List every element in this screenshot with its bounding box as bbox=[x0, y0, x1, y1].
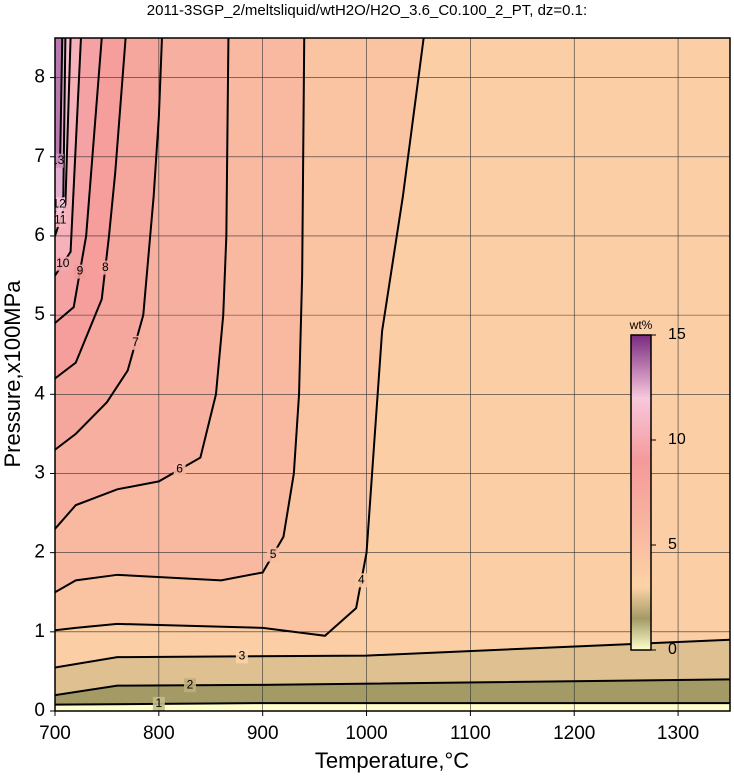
contour-label: 2 bbox=[187, 677, 194, 691]
y-tick-label: 7 bbox=[34, 146, 45, 167]
contour-label: 4 bbox=[358, 573, 365, 587]
contour-label: 10 bbox=[56, 256, 70, 270]
x-axis-label: Temperature,°C bbox=[315, 748, 469, 773]
colorbar-tick-label: 10 bbox=[668, 431, 686, 448]
contour-label-bg bbox=[355, 573, 368, 588]
y-tick-label: 0 bbox=[34, 700, 45, 721]
x-tick-label: 1100 bbox=[450, 723, 491, 744]
y-tick-label: 4 bbox=[34, 383, 45, 404]
contour-label: 8 bbox=[102, 260, 109, 274]
y-tick-label: 1 bbox=[34, 621, 45, 642]
colorbar-label: wt% bbox=[629, 318, 653, 332]
x-tick-label: 1000 bbox=[345, 723, 387, 744]
plot-frame bbox=[54, 37, 731, 712]
x-tick-label: 1300 bbox=[657, 723, 699, 744]
y-tick-label: 2 bbox=[34, 542, 45, 563]
contour-label: 11 bbox=[54, 212, 67, 226]
y-tick-label: 8 bbox=[34, 67, 45, 88]
contour-label-bg bbox=[99, 260, 112, 275]
contour-label: 9 bbox=[77, 264, 84, 278]
colorbar-tick-label: 0 bbox=[668, 641, 677, 658]
contour-label-bg bbox=[173, 462, 186, 477]
contour-label: 5 bbox=[270, 547, 277, 561]
chart-title: 2011-3SGP_2/meltsliquid/wtH2O/H2O_3.6_C0… bbox=[147, 2, 587, 19]
colorbar bbox=[630, 334, 652, 651]
contour-label-bg bbox=[55, 153, 64, 168]
contour-line bbox=[55, 38, 425, 637]
contour-label-bg bbox=[129, 335, 142, 350]
contour-label-bg bbox=[73, 264, 86, 279]
contour-label: 13 bbox=[51, 153, 65, 167]
y-tick-label: 3 bbox=[34, 462, 45, 483]
contour-label-bg bbox=[56, 256, 69, 271]
contour-label-bg bbox=[267, 547, 280, 562]
x-tick-label: 800 bbox=[143, 723, 175, 744]
x-tick-label: 700 bbox=[39, 723, 71, 744]
contour-label: 6 bbox=[176, 462, 183, 476]
contour-label: 7 bbox=[132, 335, 139, 349]
y-axis-label: Pressure,x100MPa bbox=[0, 280, 25, 468]
contour-label: 12 bbox=[52, 196, 66, 210]
contour-label: 1 bbox=[156, 696, 163, 710]
contour-line bbox=[55, 702, 730, 706]
x-tick-label: 1200 bbox=[553, 723, 595, 744]
contour-label: 3 bbox=[239, 649, 246, 663]
contour-label-bg bbox=[55, 197, 66, 212]
contour-line bbox=[55, 38, 230, 530]
y-tick-label: 5 bbox=[34, 304, 45, 325]
contour-label-bg bbox=[184, 678, 196, 693]
contour-label-bg bbox=[235, 649, 248, 664]
contour-label-bg bbox=[55, 213, 67, 228]
colorbar-tick-label: 15 bbox=[668, 326, 686, 343]
contour-label-bg bbox=[152, 696, 165, 711]
colorbar-tick-label: 5 bbox=[668, 536, 677, 553]
y-tick-label: 6 bbox=[34, 225, 45, 246]
x-tick-label: 900 bbox=[247, 723, 279, 744]
